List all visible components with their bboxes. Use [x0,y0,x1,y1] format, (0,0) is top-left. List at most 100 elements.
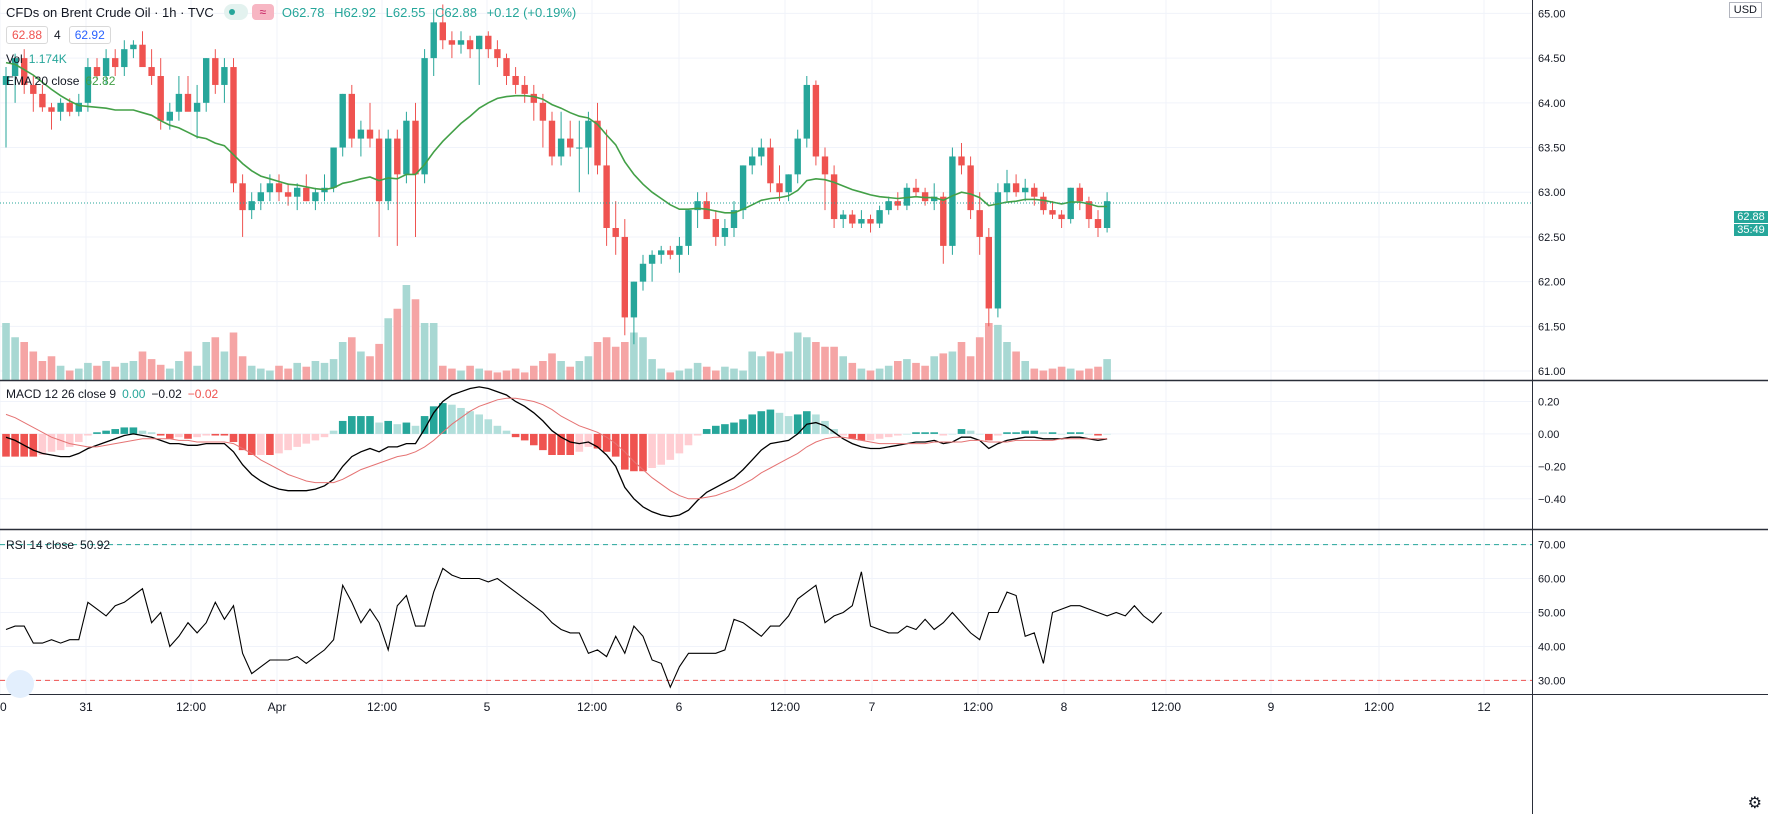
volume-bar [648,359,656,380]
candle-body [366,129,374,139]
ohlc-close: C62.88 [435,4,477,20]
candle-body [503,58,510,76]
volume-bar [65,370,74,380]
volume-bar [102,361,110,380]
volume-bar [475,368,483,380]
volume-bar [466,365,474,380]
volume-bar [120,362,129,380]
macd-hist-bar [247,433,256,455]
macd-hist-bar [1066,432,1075,434]
volume-bar [712,370,720,380]
grid [0,0,1532,694]
macd-hist-bar [857,433,866,441]
candle-body [958,156,965,166]
macd-hist-bar [748,414,756,434]
macd-hist-bar [1076,432,1084,434]
candle-body [530,93,537,103]
volume-bar [730,368,738,380]
macd-hist-bar [484,419,493,434]
volume-bar [1003,342,1011,380]
macd-hist-bar [775,412,784,434]
volume-bar [202,342,210,380]
volume-bar [884,365,893,380]
macd-hist-bar [375,422,383,434]
candle-body [594,120,601,166]
macd-hist-bar [47,433,56,452]
macd-hist-bar [147,432,156,434]
macd-hist-bar [930,432,938,434]
macd-hist-bar [211,433,220,436]
macd-hist-bar [875,433,884,439]
candle-body [166,111,173,121]
x-tick-label: 00 [0,700,7,714]
macd-hist-bar [912,432,920,434]
macd-value-1: 0.00 [122,387,146,401]
currency-button[interactable]: USD [1728,2,1762,18]
live-dot-icon[interactable] [223,4,248,20]
volume-bar [693,362,702,380]
y-tick-label: 61.50 [1538,321,1566,333]
settings-gear-icon[interactable]: ⚙ [1747,795,1762,812]
macd-hist-bar [448,404,456,434]
ask-button[interactable]: 62.92 [68,26,111,44]
macd-hist-bar [257,433,265,455]
volume-bar [1103,359,1111,380]
candle-body [485,35,492,50]
macd-hist-bar [693,433,702,436]
compare-icon[interactable]: ≈ [251,4,274,20]
macd-hist-bar [602,433,611,452]
volume-bar [548,353,556,380]
candle-body [849,214,856,224]
volume-bar [520,372,529,380]
macd-hist-bar [384,420,392,434]
bid-button[interactable]: 62.88 [6,26,49,44]
volume-bar [839,356,847,380]
y-tick-label: 0.20 [1538,396,1559,408]
x-tick-label: 12:00 [1151,700,1181,714]
macd-hist-bar [994,433,1002,436]
candles [2,4,1111,345]
rsi-label: RSI 14 close [6,538,75,552]
volume-bar [994,324,1002,380]
tradingview-logo-icon[interactable] [6,670,34,698]
macd-hist-bar [684,433,693,446]
volume-bar [866,370,875,380]
macd-hist-bar [821,420,829,434]
volume-bar [147,359,156,380]
volume-bar [220,351,229,380]
volume-bar [857,368,866,380]
macd-value-2: −0.02 [151,387,182,401]
volume-bar [575,361,584,380]
volume-bar [47,356,56,380]
candle-body [749,156,756,166]
volume-bar [666,372,675,380]
candle-body [1058,214,1065,220]
macd-hist-bar [1012,432,1020,434]
candle-body [57,102,64,112]
macd-hist-bar [966,430,975,434]
candle-body [712,219,719,237]
macd-hist-bar [175,433,183,438]
ema-value: 62.82 [85,74,116,88]
macd-hist-bar [466,411,474,434]
candle-body [248,201,255,211]
macd-hist-bar [730,422,738,434]
candle-body [430,22,437,59]
candle-body [976,210,983,237]
macd-hist-bar [1085,433,1093,435]
macd-hist-bar [102,430,110,434]
macd-hist-bar [575,433,584,452]
macd-hist-bar [985,433,993,441]
ema-label: EMA 20 close [6,74,80,88]
candle-body [102,58,110,76]
macd-hist-bar [348,416,356,434]
volume-bar [357,351,365,380]
macd-value-3: −0.02 [187,387,219,401]
x-tick-label: 12:00 [770,700,800,714]
macd-hist-bar [1039,432,1048,434]
macd-hist-bar [411,425,420,434]
macd-hist-bar [894,433,902,436]
candle-body [303,187,310,202]
y-tick-label: 63.50 [1538,143,1566,155]
